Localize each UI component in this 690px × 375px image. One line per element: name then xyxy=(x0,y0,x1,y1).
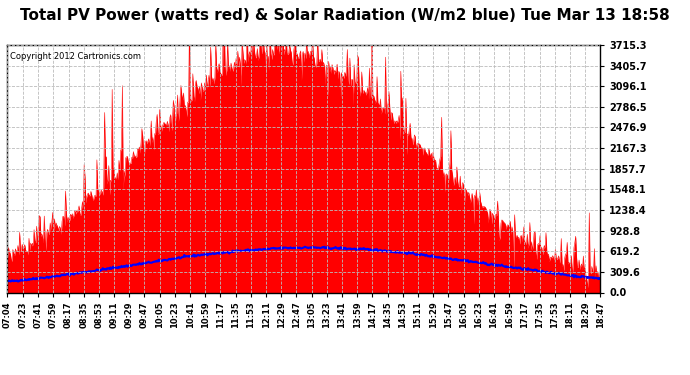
Text: Total PV Power (watts red) & Solar Radiation (W/m2 blue) Tue Mar 13 18:58: Total PV Power (watts red) & Solar Radia… xyxy=(20,8,670,22)
Text: Copyright 2012 Cartronics.com: Copyright 2012 Cartronics.com xyxy=(10,53,141,62)
